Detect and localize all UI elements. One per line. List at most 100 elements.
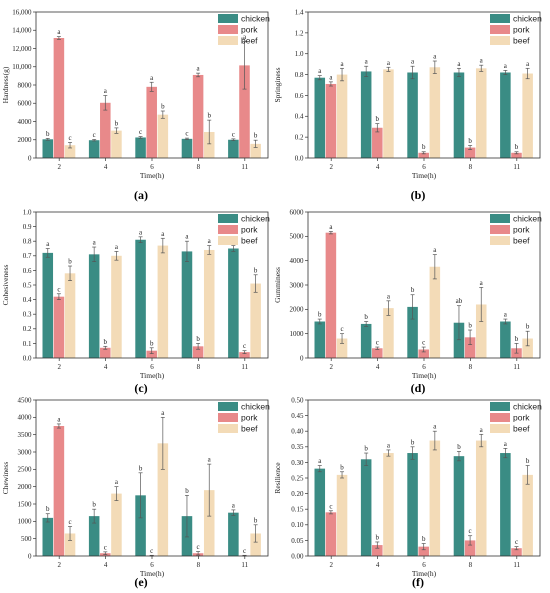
significance-label: c bbox=[93, 131, 96, 139]
error-bar-pork-2 bbox=[56, 293, 61, 300]
bar-beef-8 bbox=[203, 249, 215, 358]
legend-swatch-beef bbox=[490, 36, 510, 45]
legend-label-pork: pork bbox=[513, 413, 530, 423]
legend-label-chicken: chicken bbox=[513, 14, 542, 24]
legend-label-beef: beef bbox=[513, 36, 530, 46]
x-tick-label: 6 bbox=[422, 363, 426, 371]
error-bar-pork-8 bbox=[468, 145, 473, 151]
y-tick-label: 2000 bbox=[290, 306, 305, 314]
error-bar-pork-8 bbox=[196, 551, 201, 556]
legend-swatch-chicken bbox=[490, 14, 510, 23]
error-bar-beef-4 bbox=[114, 127, 119, 134]
y-tick-label: 0.00 bbox=[291, 552, 304, 560]
y-tick-label: 6000 bbox=[290, 208, 305, 216]
y-tick-label: 1000 bbox=[18, 518, 33, 526]
x-tick-label: 2 bbox=[329, 163, 333, 171]
error-bar-beef-2 bbox=[68, 142, 73, 149]
error-bar-chicken-2 bbox=[317, 465, 322, 473]
error-bar-beef-6 bbox=[160, 416, 165, 470]
error-bar-chicken-6 bbox=[410, 65, 415, 80]
error-bar-chicken-8 bbox=[456, 305, 461, 341]
significance-label: b bbox=[515, 143, 519, 151]
significance-label: c bbox=[329, 502, 332, 510]
y-tick-label: 5000 bbox=[290, 233, 305, 241]
bar-pork-2 bbox=[53, 426, 65, 556]
x-tick-label: 6 bbox=[150, 363, 154, 371]
significance-label: b bbox=[185, 487, 189, 495]
x-tick-label: 6 bbox=[150, 163, 154, 171]
error-bar-chicken-4 bbox=[364, 452, 369, 466]
error-bar-pork-4 bbox=[103, 551, 108, 555]
significance-label: a bbox=[161, 409, 165, 417]
bar-beef-8 bbox=[203, 490, 215, 556]
significance-label: a bbox=[433, 246, 437, 254]
bar-chicken-8 bbox=[453, 322, 465, 358]
bar-beef-8 bbox=[475, 304, 487, 358]
x-tick-label: 8 bbox=[197, 561, 201, 569]
y-tick-label: 0.3 bbox=[23, 311, 32, 319]
legend-label-chicken: chicken bbox=[513, 402, 542, 412]
error-bar-beef-8 bbox=[207, 463, 212, 517]
error-bar-chicken-6 bbox=[138, 136, 143, 139]
legend-label-pork: pork bbox=[513, 25, 530, 35]
error-bar-pork-2 bbox=[328, 231, 333, 235]
x-tick-label: 2 bbox=[57, 363, 61, 371]
y-tick-label: 1.0 bbox=[23, 208, 32, 216]
error-bar-pork-4 bbox=[375, 123, 380, 133]
bar-chicken-6 bbox=[407, 72, 418, 158]
significance-label: a bbox=[526, 60, 530, 68]
y-tick-label: 500 bbox=[21, 535, 32, 543]
significance-label: b bbox=[515, 335, 519, 343]
error-bar-chicken-6 bbox=[138, 472, 143, 519]
error-bar-pork-4 bbox=[375, 346, 380, 350]
significance-label: c bbox=[57, 285, 60, 293]
significance-label: a bbox=[197, 65, 201, 73]
bar-beef-2 bbox=[64, 533, 76, 556]
significance-label: c bbox=[422, 339, 425, 347]
bar-pork-4 bbox=[372, 545, 383, 556]
y-tick-label: 0.8 bbox=[23, 238, 32, 246]
significance-label: c bbox=[340, 325, 343, 333]
significance-label: a bbox=[161, 230, 165, 238]
y-axis-label: Hardness(g) bbox=[1, 66, 10, 103]
y-tick-label: 0.6 bbox=[295, 92, 304, 100]
error-bar-chicken-8 bbox=[456, 67, 461, 78]
y-tick-label: 0.8 bbox=[295, 71, 304, 79]
legend-label-beef: beef bbox=[513, 236, 530, 246]
x-tick-label: 6 bbox=[150, 561, 154, 569]
significance-label: b bbox=[457, 443, 461, 451]
bar-pork-8 bbox=[464, 147, 476, 158]
error-bar-beef-6 bbox=[432, 430, 437, 451]
legend-swatch-chicken bbox=[218, 14, 238, 23]
chart-panel-1: b c c c c a a a a a c b b b b 0 2000 4000 6000 8000 10,000 12… bbox=[1, 8, 270, 202]
significance-label: a bbox=[504, 311, 508, 319]
significance-label: c bbox=[185, 130, 188, 138]
error-bar-chicken-8 bbox=[184, 137, 189, 140]
bar-chicken-8 bbox=[181, 138, 193, 158]
bar-chicken-4 bbox=[88, 254, 100, 358]
significance-label: a bbox=[329, 223, 333, 231]
legend-label-beef: beef bbox=[513, 424, 530, 434]
y-tick-label: 0.50 bbox=[291, 396, 304, 404]
significance-label: b bbox=[318, 311, 322, 319]
x-axis-label: Time(h) bbox=[412, 171, 437, 180]
y-tick-label: 0 bbox=[300, 354, 304, 362]
y-tick-label: 1.2 bbox=[295, 29, 304, 37]
significance-label: b bbox=[526, 323, 530, 331]
bar-pork-8 bbox=[192, 346, 204, 358]
bar-pork-4 bbox=[372, 127, 383, 158]
error-bar-pork-8 bbox=[468, 535, 473, 546]
significance-label: b bbox=[115, 119, 119, 127]
y-axis-label: Gumminess bbox=[273, 267, 282, 303]
significance-label: c bbox=[232, 130, 235, 138]
bar-pork-6 bbox=[146, 350, 157, 358]
bar-beef-8 bbox=[475, 68, 487, 158]
bar-beef-2 bbox=[64, 145, 76, 158]
y-tick-label: 1500 bbox=[18, 500, 33, 508]
y-tick-label: 0.2 bbox=[295, 134, 304, 142]
error-bar-beef-8 bbox=[207, 245, 212, 255]
error-bar-pork-6 bbox=[421, 346, 426, 353]
significance-label: c bbox=[68, 134, 71, 142]
x-tick-label: 11 bbox=[241, 163, 248, 171]
